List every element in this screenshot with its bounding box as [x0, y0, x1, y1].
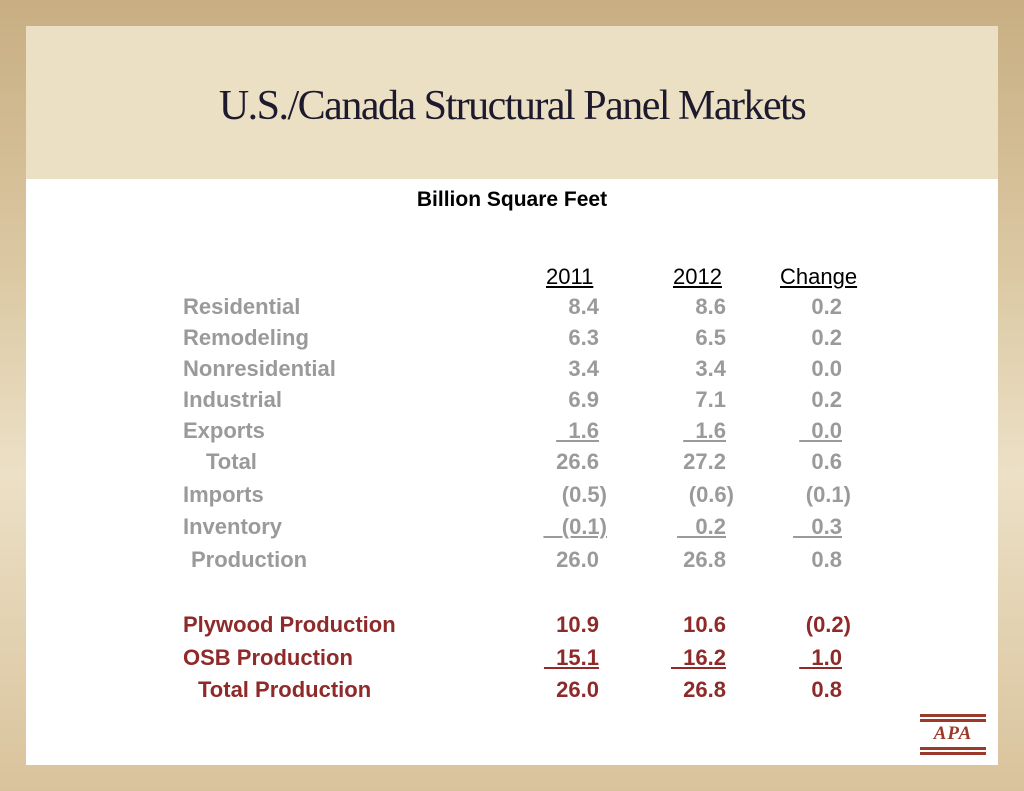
column-header-change: Change [780, 264, 858, 289]
row-label: OSB Production [183, 645, 353, 670]
value-2011: 26.6 [556, 449, 599, 474]
value-2012: 7.1 [695, 387, 726, 412]
column-header-2011: 2011 [546, 264, 594, 289]
column-header-2012: 2012 [673, 264, 722, 289]
value-2012: (0.6) [688, 482, 734, 507]
value-change: 0.8 [811, 547, 842, 572]
value-2012: 1.6 [683, 418, 726, 443]
value-change: 0.0 [811, 356, 842, 381]
row-label: Total Production [198, 677, 372, 702]
table-row: OSB Production 15.1 16.2 1.0 [26, 645, 998, 673]
table-row: Plywood Production 10.9 10.6 (0.2) [26, 612, 998, 640]
table-row: Remodeling 6.3 6.5 0.2 [26, 325, 998, 353]
table-row: Residential 8.4 8.6 0.2 [26, 294, 998, 322]
value-change: (0.1) [805, 482, 851, 507]
row-label: Residential [183, 294, 301, 319]
slide: U.S./Canada Structural Panel Markets Bil… [26, 26, 998, 765]
value-2012: 16.2 [670, 645, 726, 670]
value-2012: 26.8 [683, 677, 726, 702]
value-change: 1.0 [799, 645, 842, 670]
value-2011: 6.3 [568, 325, 599, 350]
value-2011: (0.5) [561, 482, 607, 507]
value-2011: 3.4 [568, 356, 599, 381]
row-label: Industrial [183, 387, 283, 412]
value-2012: 26.8 [683, 547, 726, 572]
value-2011: 10.9 [556, 612, 599, 637]
value-2012: 10.6 [683, 612, 726, 637]
table-row: Imports (0.5) (0.6) (0.1) [26, 482, 998, 510]
value-change: (0.2) [805, 612, 851, 637]
table-row: Total Production 26.0 26.8 0.8 [26, 677, 998, 705]
table-row: Nonresidential 3.4 3.4 0.0 [26, 356, 998, 384]
row-label: Plywood Production [183, 612, 396, 637]
value-change: 0.3 [793, 514, 842, 539]
value-change: 0.2 [811, 325, 842, 350]
units-subtitle: Billion Square Feet [416, 188, 608, 211]
value-2011: 26.0 [556, 547, 599, 572]
row-label: Production [191, 547, 308, 572]
value-2011: (0.1) [543, 514, 607, 539]
slide-title: U.S./Canada Structural Panel Markets [218, 83, 807, 129]
table-row: Industrial 6.9 7.1 0.2 [26, 387, 998, 415]
table-row: Production 26.0 26.8 0.8 [26, 547, 998, 575]
value-2012: 27.2 [683, 449, 726, 474]
value-2012: 6.5 [695, 325, 726, 350]
value-2011: 6.9 [568, 387, 599, 412]
value-2011: 26.0 [556, 677, 599, 702]
value-2012: 0.2 [677, 514, 726, 539]
title-band: U.S./Canada Structural Panel Markets [26, 26, 998, 179]
value-2011: 15.1 [543, 645, 599, 670]
logo-rule-bottom-2 [920, 752, 986, 755]
value-change: 0.2 [811, 387, 842, 412]
value-change: 0.2 [811, 294, 842, 319]
row-label: Exports [183, 418, 265, 443]
value-2011: 1.6 [556, 418, 599, 443]
row-label: Imports [183, 482, 264, 507]
logo-rule-bottom [920, 747, 986, 750]
value-change: 0.8 [811, 677, 842, 702]
logo-text: APA [933, 723, 973, 744]
value-change: 0.0 [799, 418, 842, 443]
row-label: Nonresidential [183, 356, 336, 381]
row-label: Inventory [183, 514, 283, 539]
table-row: Exports 1.6 1.6 0.0 [26, 418, 998, 446]
apa-logo: APA [920, 714, 986, 755]
table-row: Total 26.6 27.2 0.6 [26, 449, 998, 477]
logo-rule-top-2 [920, 719, 986, 722]
logo-rule-top [920, 714, 986, 717]
value-2012: 3.4 [695, 356, 726, 381]
row-label: Remodeling [183, 325, 309, 350]
value-2012: 8.6 [695, 294, 726, 319]
table-row: Inventory (0.1) 0.2 0.3 [26, 514, 998, 542]
value-2011: 8.4 [568, 294, 599, 319]
row-label: Total [206, 449, 257, 474]
value-change: 0.6 [811, 449, 842, 474]
